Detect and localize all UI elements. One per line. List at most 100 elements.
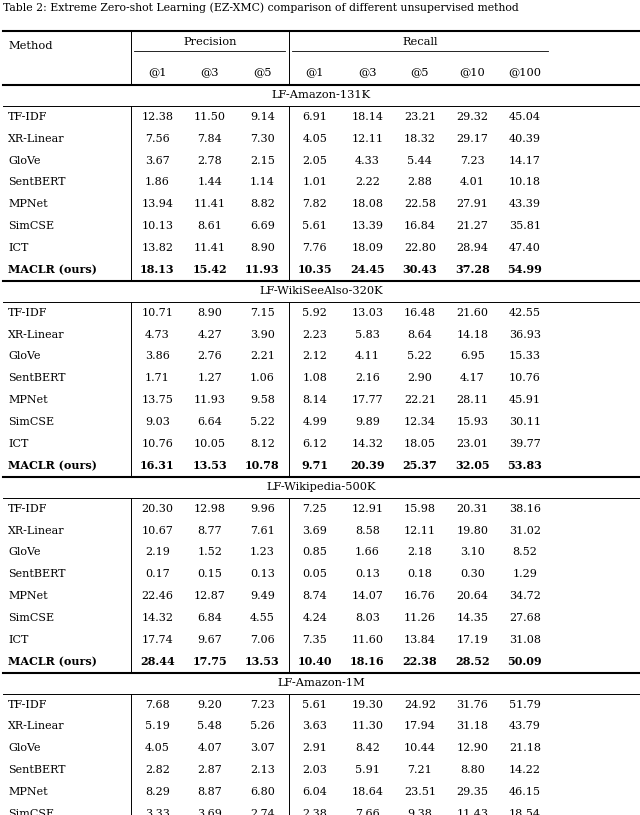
Text: 14.18: 14.18 [456, 329, 488, 340]
Text: 30.43: 30.43 [403, 264, 437, 275]
Text: 18.64: 18.64 [351, 787, 383, 797]
Text: 12.11: 12.11 [404, 526, 436, 535]
Text: 47.40: 47.40 [509, 243, 541, 253]
Text: 11.26: 11.26 [404, 613, 436, 623]
Text: 31.76: 31.76 [456, 699, 488, 710]
Text: XR-Linear: XR-Linear [8, 721, 65, 732]
Text: 13.53: 13.53 [245, 656, 280, 667]
Text: TF-IDF: TF-IDF [8, 112, 48, 122]
Text: 14.22: 14.22 [509, 765, 541, 775]
Text: 22.80: 22.80 [404, 243, 436, 253]
Text: 8.77: 8.77 [198, 526, 222, 535]
Text: 2.03: 2.03 [303, 765, 327, 775]
Text: 9.38: 9.38 [408, 808, 432, 815]
Text: @10: @10 [460, 68, 485, 77]
Text: 15.93: 15.93 [456, 417, 488, 427]
Text: 0.05: 0.05 [303, 569, 327, 579]
Text: 0.85: 0.85 [303, 548, 327, 557]
Text: 0.18: 0.18 [408, 569, 432, 579]
Text: 9.20: 9.20 [198, 699, 222, 710]
Text: 39.77: 39.77 [509, 438, 541, 449]
Text: 8.82: 8.82 [250, 199, 275, 209]
Text: Method: Method [8, 41, 53, 51]
Text: 11.50: 11.50 [194, 112, 226, 122]
Text: 3.69: 3.69 [303, 526, 327, 535]
Text: 13.75: 13.75 [141, 395, 173, 405]
Text: TF-IDF: TF-IDF [8, 504, 48, 513]
Text: @3: @3 [201, 68, 219, 77]
Text: 22.21: 22.21 [404, 395, 436, 405]
Text: 34.72: 34.72 [509, 591, 541, 601]
Text: 7.23: 7.23 [250, 699, 275, 710]
Text: 13.03: 13.03 [351, 308, 383, 318]
Text: 8.14: 8.14 [303, 395, 327, 405]
Text: @1: @1 [148, 68, 166, 77]
Text: 7.30: 7.30 [250, 134, 275, 143]
Text: 50.09: 50.09 [508, 656, 542, 667]
Text: 12.87: 12.87 [194, 591, 226, 601]
Text: 2.74: 2.74 [250, 808, 275, 815]
Text: MPNet: MPNet [8, 395, 48, 405]
Text: 9.67: 9.67 [198, 635, 222, 645]
Text: 43.39: 43.39 [509, 199, 541, 209]
Text: 5.44: 5.44 [408, 156, 432, 165]
Text: 43.79: 43.79 [509, 721, 541, 732]
Text: 2.82: 2.82 [145, 765, 170, 775]
Text: 2.23: 2.23 [303, 329, 327, 340]
Text: 15.98: 15.98 [404, 504, 436, 513]
Text: 17.74: 17.74 [141, 635, 173, 645]
Text: 10.35: 10.35 [298, 264, 332, 275]
Text: 5.91: 5.91 [355, 765, 380, 775]
Text: 1.44: 1.44 [198, 178, 222, 187]
Text: 17.19: 17.19 [456, 635, 488, 645]
Text: 2.21: 2.21 [250, 351, 275, 362]
Text: 21.27: 21.27 [456, 221, 488, 231]
Text: SentBERT: SentBERT [8, 765, 66, 775]
Text: 6.69: 6.69 [250, 221, 275, 231]
Text: 27.68: 27.68 [509, 613, 541, 623]
Text: 22.46: 22.46 [141, 591, 173, 601]
Text: 14.17: 14.17 [509, 156, 541, 165]
Text: 5.61: 5.61 [303, 221, 327, 231]
Text: XR-Linear: XR-Linear [8, 526, 65, 535]
Text: 54.99: 54.99 [508, 264, 542, 275]
Text: 8.42: 8.42 [355, 743, 380, 753]
Text: 3.67: 3.67 [145, 156, 170, 165]
Text: 18.09: 18.09 [351, 243, 383, 253]
Text: 1.27: 1.27 [198, 373, 222, 383]
Text: 31.02: 31.02 [509, 526, 541, 535]
Text: 5.19: 5.19 [145, 721, 170, 732]
Text: 4.24: 4.24 [303, 613, 327, 623]
Text: 14.32: 14.32 [141, 613, 173, 623]
Text: 18.16: 18.16 [350, 656, 385, 667]
Text: 1.52: 1.52 [198, 548, 222, 557]
Text: 5.92: 5.92 [303, 308, 327, 318]
Text: MPNet: MPNet [8, 199, 48, 209]
Text: 5.83: 5.83 [355, 329, 380, 340]
Text: 10.71: 10.71 [141, 308, 173, 318]
Text: 2.87: 2.87 [198, 765, 222, 775]
Text: 51.79: 51.79 [509, 699, 541, 710]
Text: 5.26: 5.26 [250, 721, 275, 732]
Text: 20.30: 20.30 [141, 504, 173, 513]
Text: 16.84: 16.84 [404, 221, 436, 231]
Text: 19.30: 19.30 [351, 699, 383, 710]
Text: 11.93: 11.93 [245, 264, 280, 275]
Text: 12.11: 12.11 [351, 134, 383, 143]
Text: 1.08: 1.08 [303, 373, 327, 383]
Text: 3.63: 3.63 [303, 721, 327, 732]
Text: 1.86: 1.86 [145, 178, 170, 187]
Text: 2.13: 2.13 [250, 765, 275, 775]
Text: 11.60: 11.60 [351, 635, 383, 645]
Text: 27.91: 27.91 [456, 199, 488, 209]
Text: 18.13: 18.13 [140, 264, 175, 275]
Text: 9.03: 9.03 [145, 417, 170, 427]
Text: 20.64: 20.64 [456, 591, 488, 601]
Text: 10.76: 10.76 [509, 373, 541, 383]
Text: 8.52: 8.52 [513, 548, 537, 557]
Text: 4.05: 4.05 [145, 743, 170, 753]
Text: 12.98: 12.98 [194, 504, 226, 513]
Text: LF-Amazon-131K: LF-Amazon-131K [271, 90, 371, 100]
Text: 11.93: 11.93 [194, 395, 226, 405]
Text: 4.33: 4.33 [355, 156, 380, 165]
